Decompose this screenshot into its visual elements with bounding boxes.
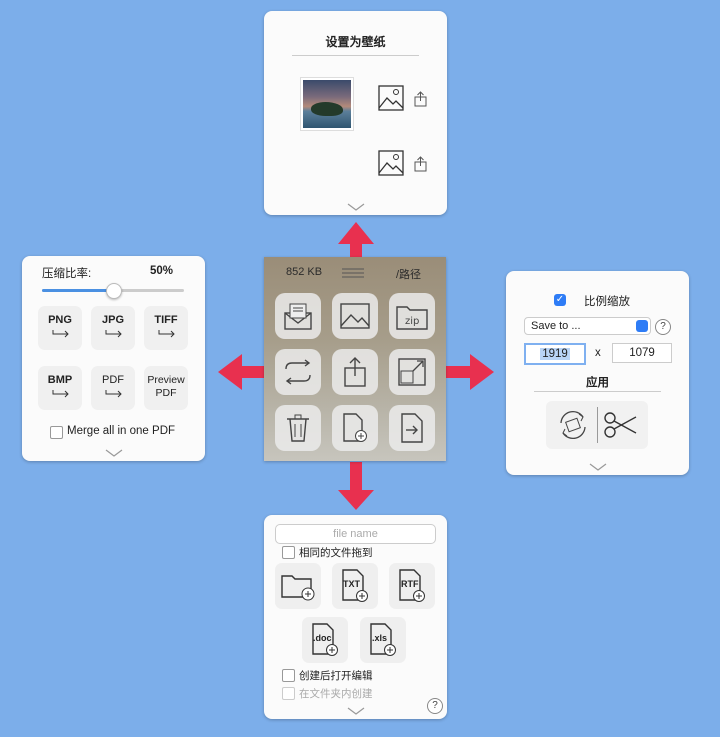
txt-file-icon (342, 569, 368, 602)
doc-file-icon (312, 623, 338, 656)
mail-icon (284, 303, 312, 330)
trash-button[interactable] (275, 405, 321, 451)
main-menubar-panel: 852 KB /路径 zip (264, 257, 446, 461)
scale-label: 比例缩放 (584, 296, 630, 308)
scale-checkbox[interactable]: ✓ (554, 294, 566, 306)
share-button[interactable] (332, 349, 378, 395)
image-icon[interactable] (378, 85, 404, 111)
new-folder-button[interactable] (275, 563, 321, 609)
save-to-select[interactable]: Save to ... (524, 317, 651, 335)
apply-button[interactable]: 应用 (586, 377, 609, 389)
merge-label: Merge all in one PDF (67, 425, 176, 437)
move-file-icon (401, 413, 423, 443)
divider (597, 407, 598, 443)
width-field[interactable]: 1919 (524, 343, 586, 365)
share-icon (344, 357, 366, 387)
compress-value: 50% (150, 265, 174, 277)
png-button[interactable]: PNG (38, 306, 82, 350)
swap-arrows-icon (285, 359, 311, 385)
xls-file-icon (370, 623, 396, 656)
new-folder-icon (281, 575, 315, 601)
new-doc-button[interactable]: .doc (302, 617, 348, 663)
menu-icon[interactable] (342, 268, 364, 278)
merge-checkbox[interactable] (50, 426, 63, 439)
chevron-down-icon[interactable] (105, 449, 123, 457)
new-xls-button[interactable]: .xls (360, 617, 406, 663)
create-in-folder-checkbox[interactable] (282, 687, 295, 700)
scissors-icon[interactable] (604, 411, 638, 439)
resize-icon (398, 358, 426, 386)
wallpaper-panel: 设置为壁纸 (264, 11, 447, 215)
arrow-down-icon (338, 462, 374, 510)
resize-button[interactable] (389, 349, 435, 395)
times-label: x (595, 347, 601, 359)
convert-arrow-icon (158, 330, 175, 338)
mail-button[interactable] (275, 293, 321, 339)
new-rtf-button[interactable]: RTF (389, 563, 435, 609)
new-file-panel: file name 相同的文件拖到 TXT RTF .doc .xls 创建后打… (264, 515, 447, 719)
trash-icon (287, 414, 309, 442)
path-label: /路径 (396, 269, 422, 281)
divider (292, 55, 419, 56)
tiff-button[interactable]: TIFF (144, 306, 188, 350)
zip-button[interactable]: zip (389, 293, 435, 339)
move-file-button[interactable] (389, 405, 435, 451)
zip-folder-icon: zip (396, 306, 428, 330)
scale-panel: ✓ 比例缩放 Save to ... ? 1919 x 1079 应用 (506, 271, 689, 475)
bmp-button[interactable]: BMP (38, 366, 82, 410)
same-drag-label: 相同的文件拖到 (299, 547, 373, 559)
slider-knob[interactable] (106, 283, 122, 299)
open-after-create-label: 创建后打开编辑 (299, 670, 373, 682)
help-button[interactable]: ? (427, 698, 443, 714)
panel-title: 设置为壁纸 (325, 35, 386, 49)
new-file-button[interactable] (332, 405, 378, 451)
arrow-left-icon (218, 354, 274, 390)
image-icon[interactable] (378, 150, 404, 176)
rotate-crop-group (546, 401, 648, 449)
chevron-down-icon[interactable] (347, 707, 365, 715)
convert-button[interactable] (275, 349, 321, 395)
svg-text:zip: zip (405, 316, 419, 327)
image-button[interactable] (332, 293, 378, 339)
divider (534, 391, 661, 392)
file-name-input[interactable]: file name (275, 524, 436, 544)
pdf-button[interactable]: PDF (91, 366, 135, 410)
new-file-icon (343, 413, 367, 442)
same-drag-checkbox[interactable] (282, 546, 295, 559)
help-button[interactable]: ? (655, 319, 671, 335)
wallpaper-thumbnail[interactable] (300, 77, 354, 131)
rotate-image-icon[interactable] (556, 409, 590, 441)
compress-panel: 压缩比率: 50% PNG JPG TIFF BMP PDF Preview PD… (22, 256, 205, 461)
height-field[interactable]: 1079 (612, 343, 672, 363)
open-after-create-checkbox[interactable] (282, 669, 295, 682)
create-in-folder-label: 在文件夹内创建 (299, 688, 373, 700)
convert-arrow-icon (52, 390, 69, 398)
convert-arrow-icon (52, 330, 69, 338)
file-size: 852 KB (286, 266, 323, 278)
convert-arrow-icon (105, 390, 122, 398)
rtf-file-icon (399, 569, 425, 602)
image-icon (340, 303, 370, 329)
select-stepper-icon (636, 320, 648, 332)
arrow-up-icon (338, 222, 374, 260)
new-txt-button[interactable]: TXT (332, 563, 378, 609)
share-icon[interactable] (414, 156, 427, 172)
arrow-right-icon (426, 354, 494, 390)
preview-pdf-button[interactable]: Preview PDF (144, 366, 188, 410)
chevron-down-icon[interactable] (589, 463, 607, 471)
compress-label: 压缩比率: (42, 268, 92, 280)
chevron-down-icon[interactable] (347, 203, 365, 211)
convert-arrow-icon (105, 330, 122, 338)
share-icon[interactable] (414, 91, 427, 107)
jpg-button[interactable]: JPG (91, 306, 135, 350)
